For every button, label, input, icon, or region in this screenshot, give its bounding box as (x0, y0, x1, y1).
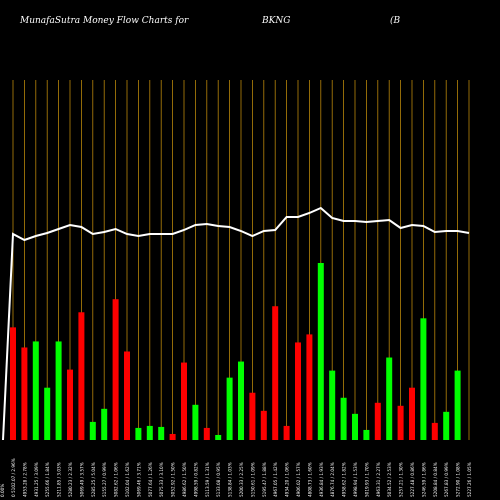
money-flow-bar (317, 263, 324, 440)
money-flow-bar (44, 387, 51, 440)
money-flow-bar (135, 427, 142, 440)
x-tick-label: 5155.27 / 0.99% (102, 462, 107, 497)
x-tick-label: 5211.85 / 3.03% (57, 462, 62, 497)
x-tick-label: 0.00% (0, 484, 5, 497)
x-tick-label: 5208.84 / 0.84% (433, 462, 438, 497)
money-flow-bar (192, 404, 199, 440)
x-tick-label: 4998.59 / 0.82% (193, 462, 198, 497)
money-flow-bar (10, 327, 16, 440)
money-flow-bar (386, 357, 393, 440)
x-tick-label: 5200.33 / 2.25% (239, 462, 244, 497)
money-flow-bar (203, 427, 210, 440)
money-flow-bar (340, 397, 347, 440)
money-flow-bar (431, 422, 438, 440)
money-flow-bar (124, 351, 130, 440)
x-tick-label: 5227.26 / 1.05% (467, 462, 472, 497)
x-tick-label: 4998.94 / 1.53% (353, 462, 358, 497)
x-tick-label: 4808.73 / 1.60% (307, 462, 312, 497)
x-tick-label: 4936.84 / 1.93% (319, 462, 324, 497)
money-flow-bar (295, 342, 301, 440)
x-tick-label: 5034.52 / 2.53% (387, 462, 392, 497)
x-tick-label: 4906.02 / 1.57% (296, 462, 301, 497)
x-tick-label: 4934.20 / 1.06% (285, 462, 290, 497)
money-flow-bar (329, 370, 336, 440)
x-tick-label: 4953.28 / 2.78% (22, 462, 27, 497)
x-tick-label: 5227.48 / 0.86% (410, 462, 415, 497)
money-flow-bar (420, 318, 427, 440)
money-flow-bar (306, 334, 313, 440)
money-flow-bar (352, 413, 358, 440)
x-tick-label: 5069.46 / 3.71% (136, 462, 141, 497)
money-flow-bar (443, 411, 450, 440)
x-tick-label: 5246.59 / 1.86% (421, 462, 426, 497)
money-flow-bar (249, 392, 256, 440)
money-flow-bar (78, 312, 85, 440)
x-tick-label: 5082.62 / 1.06% (114, 462, 119, 497)
x-tick-label: 5267.83 / 0.99% (444, 462, 449, 497)
money-flow-bar (374, 402, 381, 440)
x-tick-label: 4876.74 / 2.04% (330, 462, 335, 497)
x-tick-label: 5019.93 / 1.70% (364, 462, 369, 497)
x-tick-label: 5285.25 / 5.04% (91, 462, 96, 497)
money-flow-bar (397, 405, 404, 440)
money-flow-bar (169, 433, 176, 440)
x-tick-label: 4963.31 / 2.27% (376, 462, 381, 497)
x-tick-label: 5052.92 / 1.50% (171, 462, 176, 497)
x-tick-label: 4931.25 / 3.09% (34, 462, 39, 497)
x-tick-label: 5069.49 / 3.57% (79, 462, 84, 497)
x-tick-label: 5138.84 / 1.03% (228, 462, 233, 497)
x-tick-label: 4958.62 / 1.82% (342, 462, 347, 497)
money-flow-bar (454, 370, 461, 440)
x-tick-label: 5272.90 / 1.08% (456, 462, 461, 497)
money-flow-bar (67, 369, 73, 440)
symbol-name-label: (B (390, 16, 401, 26)
money-flow-bar (283, 425, 290, 440)
money-flow-bar (238, 361, 244, 440)
money-flow-bar (32, 341, 39, 440)
x-tick-label: 0 5102.07 / 2.96% (11, 458, 16, 497)
x-tick-label: 5150.61 / 1.09% (250, 462, 255, 497)
money-flow-bar (158, 426, 165, 440)
x-tick-label: 5113.59 / 1.31% (205, 462, 210, 497)
money-flow-bar (21, 347, 28, 440)
symbol-label: BKNG (262, 16, 291, 26)
price-line (2, 206, 470, 441)
money-flow-bar (215, 434, 222, 440)
money-flow-bar (260, 410, 267, 440)
money-flow-bar (89, 421, 96, 440)
x-tick-label: 4967.05 / 1.42% (273, 462, 278, 497)
money-flow-bar (226, 377, 233, 440)
money-flow-bar (112, 299, 119, 440)
money-flow-bar (272, 306, 279, 440)
money-flow-bar (363, 429, 370, 440)
money-flow-bar (101, 408, 108, 440)
money-flow-bar (409, 387, 415, 440)
x-tick-label: 5077.64 / 1.26% (148, 462, 153, 497)
x-tick-label: 5255.66 / 1.84% (45, 462, 50, 497)
money-flow-bar (55, 341, 62, 440)
x-tick-label: 4986.62 / 1.50% (182, 462, 187, 497)
chart-title: MunafaSutra Money Flow Charts for (20, 16, 189, 26)
x-tick-label: 5102.04 / 1.62% (125, 462, 130, 497)
x-tick-label: 5257.21 / 1.30% (399, 462, 404, 497)
x-tick-label: 5280.23 / 2.32% (68, 462, 73, 497)
x-tick-label: 5075.33 / 3.10% (159, 462, 164, 497)
x-tick-label: 5133.08 / 0.95% (216, 462, 221, 497)
x-tick-label: 5195.47 / 1.88% (262, 462, 267, 497)
money-flow-bar (181, 362, 187, 440)
money-flow-bar (146, 425, 153, 440)
